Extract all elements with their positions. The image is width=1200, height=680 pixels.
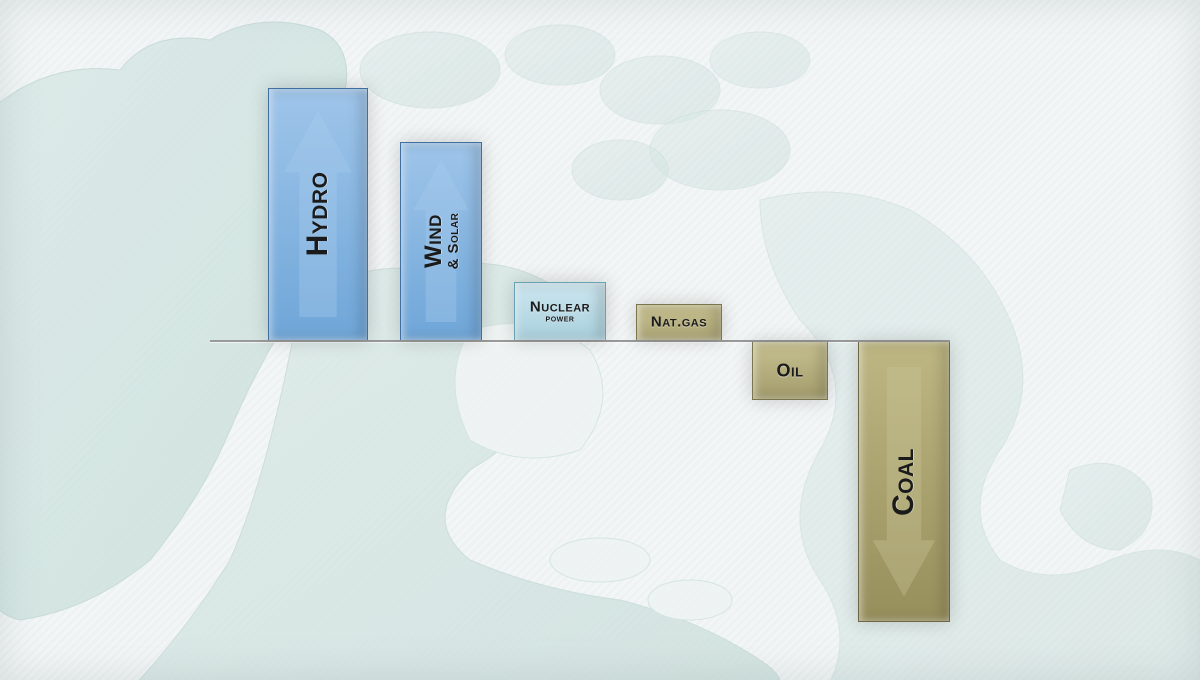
bar-coal: Coal <box>858 342 950 622</box>
bar-label-nuclear: Nuclearpower <box>530 299 590 324</box>
bar-label-text: Coal <box>887 448 920 516</box>
bar-label-wind_solar: Wind& Solar <box>420 213 462 270</box>
bar-hydro: Hydro <box>268 88 368 340</box>
bar-label-hydro: Hydro <box>301 172 335 257</box>
bar-label-oil: Oil <box>776 361 803 382</box>
stage: Hydro Wind& Solar Nuclearpower Nat.gas Oil Co… <box>0 0 1200 680</box>
bar-label-text: Oil <box>776 361 803 381</box>
bar-label-text: Nat.gas <box>651 314 707 331</box>
bar-wind_solar: Wind& Solar <box>400 142 482 340</box>
bar-label-coal: Coal <box>887 448 921 516</box>
bar-label-natgas: Nat.gas <box>651 314 707 331</box>
energy-bar-chart: Hydro Wind& Solar Nuclearpower Nat.gas Oil Co… <box>0 0 1200 680</box>
bar-label-text: Wind <box>420 214 447 268</box>
bar-natgas: Nat.gas <box>636 304 722 340</box>
bar-label-text: Hydro <box>301 172 334 257</box>
bar-nuclear: Nuclearpower <box>514 282 606 340</box>
bar-oil: Oil <box>752 342 828 400</box>
chart-baseline <box>210 340 950 342</box>
bar-label-text-line2: & Solar <box>446 213 462 270</box>
